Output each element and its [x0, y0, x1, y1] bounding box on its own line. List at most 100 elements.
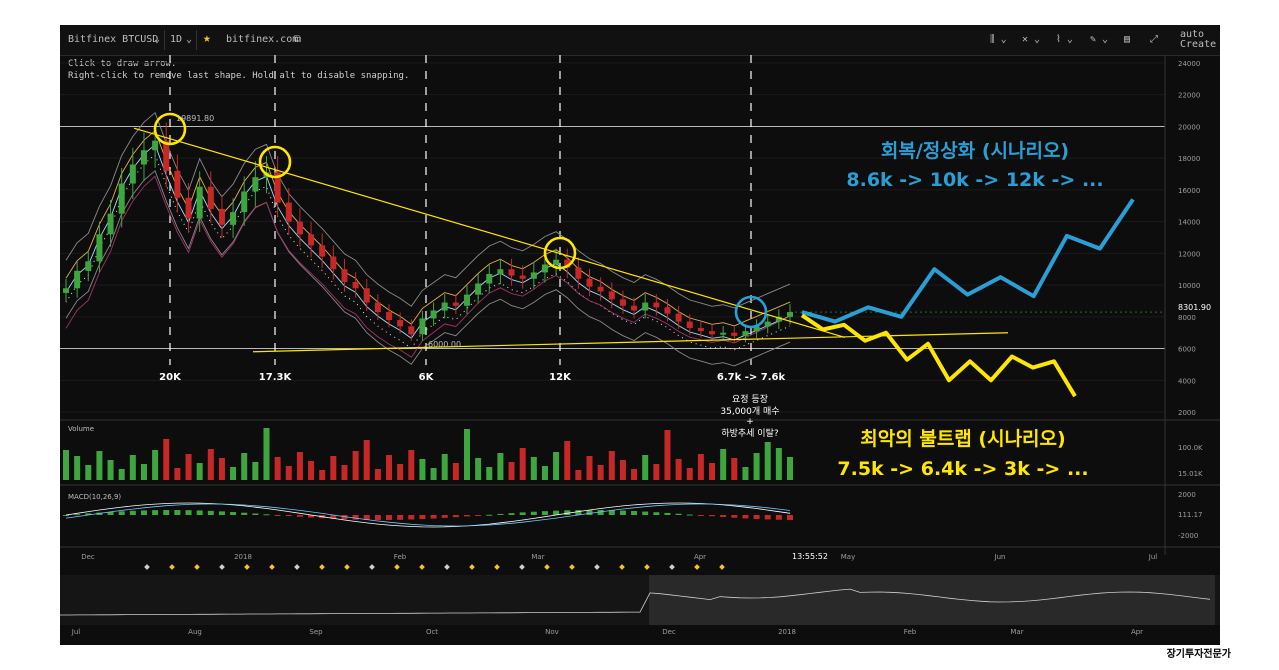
y-tick-label: 14000	[1178, 219, 1200, 227]
candle-body	[709, 331, 716, 335]
volume-bar	[408, 450, 415, 480]
event-marker	[319, 564, 325, 570]
interval-selector[interactable]: 1D	[170, 34, 183, 45]
volume-bar	[631, 469, 638, 480]
volume-bar	[642, 455, 649, 480]
volume-bar	[129, 455, 136, 480]
macd-bar	[241, 512, 248, 515]
upper-band	[65, 111, 791, 309]
macd-bar	[452, 515, 459, 518]
recovery-scenario-line	[801, 198, 1135, 324]
candle-body	[597, 286, 604, 292]
volume-bar	[285, 466, 292, 480]
event-marker	[344, 564, 350, 570]
candle-body	[218, 208, 225, 225]
volume-bar	[519, 448, 526, 480]
candle-body	[430, 310, 437, 319]
macd-bar	[608, 510, 615, 515]
macd-bar	[742, 515, 749, 519]
volume-bar	[541, 466, 548, 480]
chevron-down-icon[interactable]: ⌄	[154, 34, 161, 45]
auto-scale-button[interactable]: auto	[1180, 29, 1205, 40]
moving-average	[65, 143, 791, 341]
dotted-average	[65, 153, 791, 351]
macd-bar	[330, 515, 337, 519]
candle-body	[252, 177, 259, 192]
macd-bar	[653, 512, 660, 515]
volume-bar	[319, 470, 326, 480]
event-marker	[169, 564, 175, 570]
x-tick-label: Dec	[81, 553, 95, 561]
macd-bar	[230, 512, 237, 515]
x-tick-label: 2018	[234, 553, 252, 561]
recovery-scenario-title: 회복/정상화 (시나리오)	[881, 140, 1069, 162]
candle-body	[475, 283, 482, 295]
candle-body	[285, 202, 292, 222]
candle-body	[742, 331, 749, 336]
event-marker	[619, 564, 625, 570]
candle-body	[497, 269, 504, 274]
macd-bar	[564, 510, 571, 515]
crosshair-icon[interactable]: ✕ ⌄	[1022, 34, 1041, 45]
candle-body	[463, 294, 470, 306]
event-note: 35,000개 매수	[720, 406, 779, 417]
star-icon[interactable]: ★	[203, 31, 211, 46]
volume-bar	[363, 440, 370, 480]
settings-icon[interactable]: ▤	[1124, 34, 1131, 45]
navigator-tick-label: Sep	[309, 628, 323, 636]
event-marker	[469, 564, 475, 570]
candle-body	[241, 191, 248, 213]
candle-body	[441, 302, 448, 311]
macd-bar	[675, 513, 682, 515]
volume-bar	[575, 470, 582, 480]
indicator-icon[interactable]: ⌇ ⌄	[1056, 34, 1073, 45]
candle-body	[96, 234, 103, 262]
navigator-window	[649, 575, 1215, 625]
candle-body	[85, 261, 92, 271]
macd-bar	[709, 515, 716, 517]
candle-body	[675, 313, 682, 322]
macd-line	[65, 502, 791, 528]
bar-style-icon[interactable]: ⫼ ⌄	[990, 34, 1007, 45]
highlight-circle	[543, 236, 577, 270]
symbol-selector[interactable]: Bitfinex BTCUSD	[68, 34, 159, 45]
highlight-circle	[153, 112, 187, 146]
volume-bar	[419, 459, 426, 480]
event-marker	[494, 564, 500, 570]
toolbar-divider	[196, 30, 197, 50]
macd-bar	[686, 514, 693, 516]
macd-bar	[519, 512, 526, 515]
volume-bar	[296, 452, 303, 480]
event-marker	[519, 564, 525, 570]
volume-bar	[452, 463, 459, 480]
volume-bar	[664, 430, 671, 480]
macd-bar	[764, 515, 771, 520]
volume-bar	[619, 460, 626, 480]
draw-icon[interactable]: ✎ ⌄	[1090, 34, 1109, 45]
volume-bar	[341, 465, 348, 480]
crash-scenario-title: 최악의 불트랩 (시나리오)	[860, 428, 1065, 450]
price-high-label: 19891.80	[176, 114, 214, 123]
volume-bar	[140, 464, 147, 480]
recovery-scenario-path: 8.6k -> 10k -> 12k -> ...	[846, 169, 1103, 191]
event-marker	[269, 564, 275, 570]
volume-bar	[530, 457, 537, 480]
candle-body	[664, 307, 671, 314]
price-chart[interactable]: 2000 4000 6000 8000 10000 12000 14000 16000 1800…	[60, 25, 1220, 645]
volume-bar	[63, 450, 69, 480]
event-marker	[369, 564, 375, 570]
fullscreen-icon[interactable]: ⤢	[1150, 34, 1158, 45]
source-label: bitfinex.com	[226, 34, 299, 45]
macd-bar	[586, 510, 593, 515]
y-tick-label: 2000	[1178, 409, 1196, 417]
chevron-down-icon[interactable]: ⌄	[186, 34, 193, 45]
candle-body	[586, 278, 593, 287]
popout-icon[interactable]: ⧉	[294, 34, 302, 45]
volume-bar	[207, 449, 214, 480]
macd-bar	[163, 510, 170, 515]
y-tick-label: 18000	[1178, 155, 1200, 163]
volume-bar	[709, 463, 716, 480]
volume-bar	[218, 458, 225, 480]
create-alert-button[interactable]: Create A	[1180, 39, 1220, 50]
candle-body	[63, 288, 69, 293]
